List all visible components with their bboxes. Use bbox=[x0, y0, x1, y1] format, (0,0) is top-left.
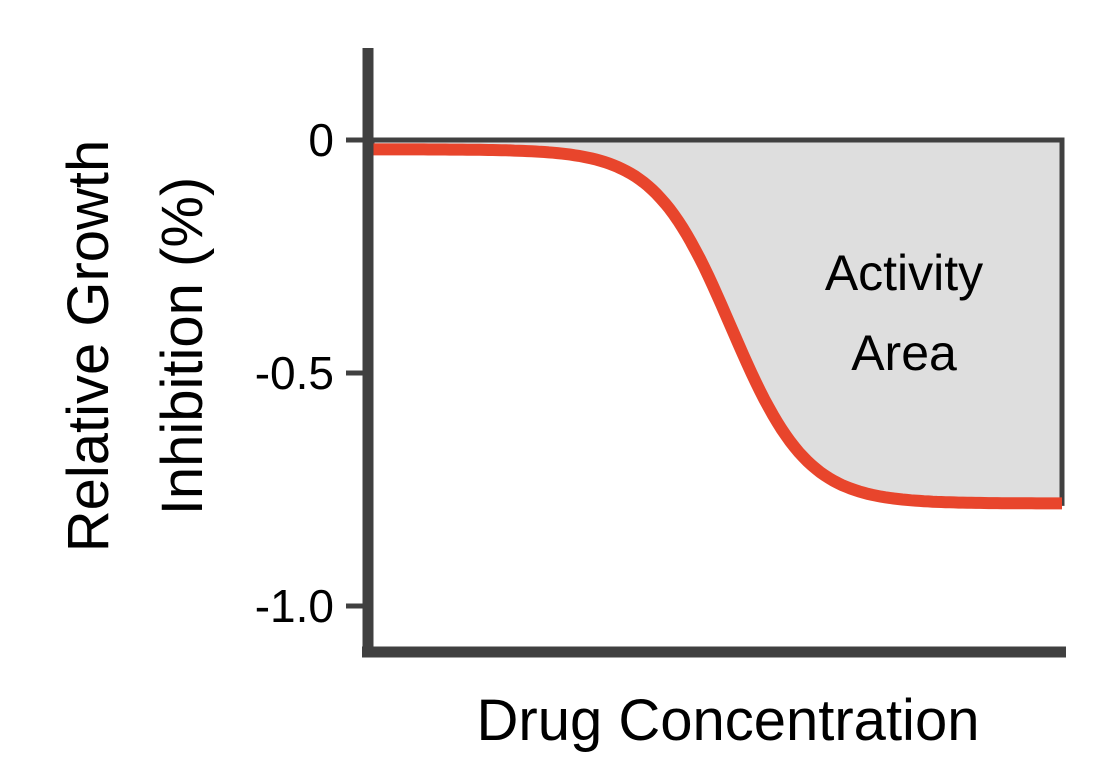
y-axis-title-line2: Inhibition (%) bbox=[150, 177, 215, 515]
activity-area bbox=[369, 137, 1065, 506]
y-tick-label: 0 bbox=[308, 114, 334, 166]
y-axis-title-line1: Relative Growth bbox=[56, 140, 121, 553]
activity-area-label-line1: Activity bbox=[825, 245, 983, 301]
dose-response-curve bbox=[372, 143, 1062, 510]
x-axis-title: Drug Concentration bbox=[477, 688, 980, 753]
y-tick-label: -0.5 bbox=[255, 347, 334, 399]
y-tick-label: -1.0 bbox=[255, 580, 334, 632]
activity-area-label-line2: Area bbox=[851, 325, 957, 381]
